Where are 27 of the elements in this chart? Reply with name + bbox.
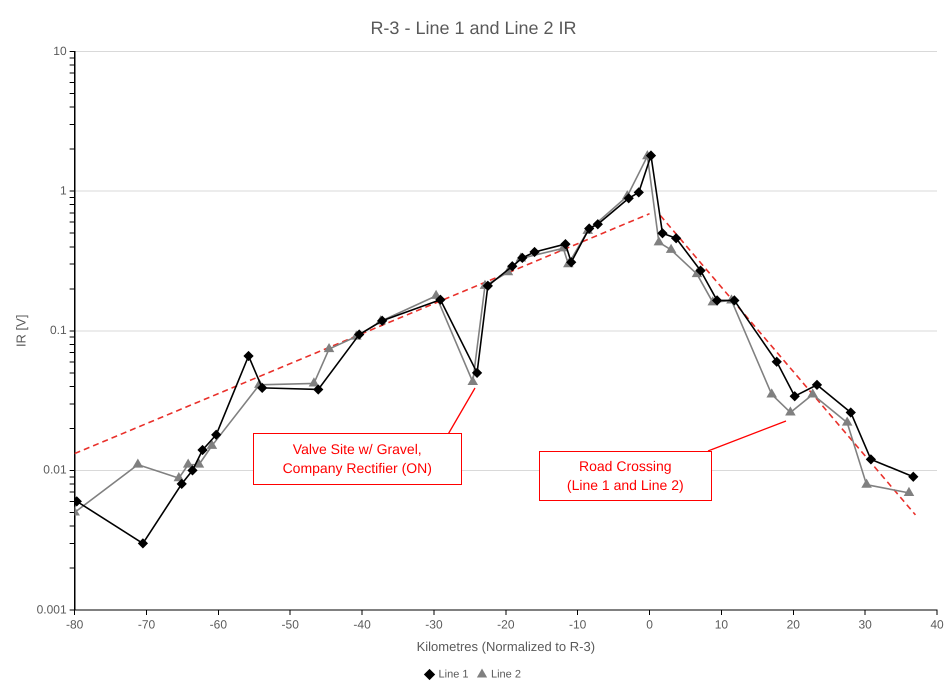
callout: Valve Site w/ Gravel, Company Rectifier (ON) [252,386,476,486]
y-tick-label: 0.001 [36,602,67,616]
annotation: Valve Site w/ Gravel, Company Rectifier (ON) [252,432,462,485]
x-tick-label: -30 [425,618,443,632]
legend-label: Line 1 [438,668,469,681]
chart-title: R-3 - Line 1 and Line 2 IR [370,18,577,38]
x-tick-label: -50 [282,618,300,632]
y-axis-title: IR [V] [13,314,28,348]
x-tick-label: -20 [497,618,515,632]
x-tick-label: 40 [930,618,944,632]
callout: Road Crossing (Line 1 and Line 2) [538,420,787,502]
x-tick-label: 10 [714,618,728,632]
x-tick-label: -80 [66,618,84,632]
x-tick-label: -70 [138,618,156,632]
annotation: Road Crossing (Line 1 and Line 2) [538,450,712,501]
y-tick-label: 0.01 [43,462,67,477]
y-tick-label: 0.1 [50,323,67,338]
legend-label: Line 2 [491,668,521,681]
x-tick-label: 30 [858,618,872,632]
x-axis-title: Kilometres (Normalized to R-3) [416,638,596,654]
x-tick-label: -40 [353,618,372,632]
x-tick-label: -10 [569,618,587,632]
x-tick-label: -60 [210,618,228,632]
x-tick-label: 0 [646,618,654,632]
y-tick-label: 10 [53,44,67,58]
y-tick-label: 1 [60,184,67,198]
x-tick-label: 20 [786,618,800,632]
